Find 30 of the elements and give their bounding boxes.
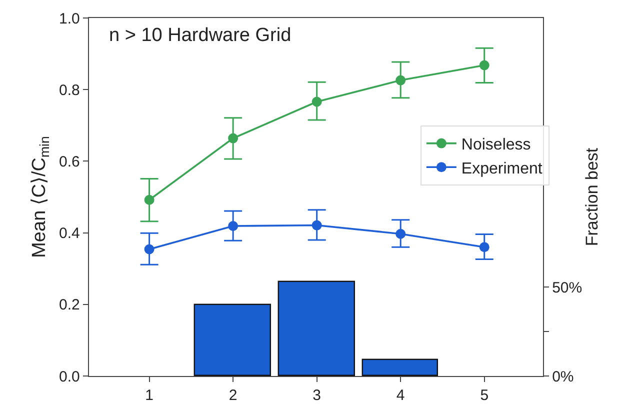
point <box>144 194 154 205</box>
bar <box>194 304 271 376</box>
legend-label: Experiment <box>461 160 543 178</box>
point <box>479 60 490 70</box>
x-tick-label: 5 <box>480 387 489 404</box>
x-tick-label: 4 <box>396 387 405 404</box>
y2-axis-title: Fraction best <box>582 148 602 246</box>
point <box>312 220 322 230</box>
y-tick-label: 0.2 <box>59 296 80 314</box>
y-tick-label: 0.0 <box>59 368 80 386</box>
y-tick-label: 1.0 <box>59 10 80 28</box>
x-tick-label: 3 <box>312 387 322 404</box>
point <box>312 96 322 107</box>
point <box>396 228 406 239</box>
x-tick-label: 1 <box>145 387 154 404</box>
y-tick-label: 0.6 <box>59 153 80 170</box>
point <box>228 221 238 231</box>
annotation: n > 10 Hardware Grid <box>109 25 292 46</box>
bar <box>278 280 355 376</box>
y2-tick-label: 50% <box>552 279 582 296</box>
legend-label: Noiseless <box>461 136 531 154</box>
y-tick-label: 0.8 <box>59 82 80 99</box>
y-tick-label: 0.4 <box>59 225 80 242</box>
point <box>479 242 490 252</box>
point <box>144 244 154 254</box>
x-tick-label: 2 <box>228 387 238 404</box>
point <box>228 133 238 144</box>
point <box>396 75 406 86</box>
y2-tick-label: 0% <box>552 368 574 386</box>
bar <box>362 358 438 376</box>
